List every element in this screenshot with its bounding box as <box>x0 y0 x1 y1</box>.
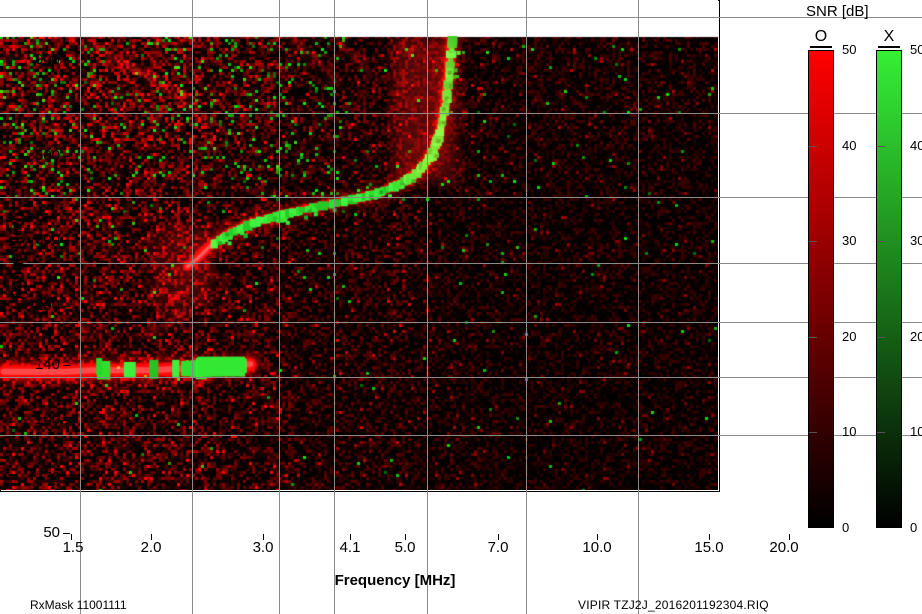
y-axis-tick-label: 50 <box>43 524 60 541</box>
colorbar-tick-label: 20 <box>842 329 857 344</box>
x-axis-tick-label: 15.0 <box>694 539 724 556</box>
y-axis-title: Range [km] <box>8 217 26 300</box>
gridline-horizontal <box>0 377 922 378</box>
gridline-vertical <box>334 0 335 614</box>
x-axis-tick <box>498 534 499 540</box>
y-axis-tick <box>63 240 70 241</box>
colorbar-tick <box>877 432 885 433</box>
footer-filename: VIPIR TZJ2J_2016201192304.RIQ <box>578 598 769 612</box>
colorbar-tick-label: 0 <box>842 520 850 535</box>
colorbar-title: SNR [dB] <box>806 3 869 20</box>
colorbar-o-letter: O <box>814 28 828 45</box>
x-axis-tick-label: 7.0 <box>487 539 509 556</box>
x-axis-tick <box>263 534 264 540</box>
y-axis-tick-label: 200 <box>34 297 60 314</box>
gridline-horizontal <box>0 17 922 18</box>
y-axis-tick <box>63 60 70 61</box>
x-axis-tick-label: 3.0 <box>252 539 274 556</box>
y-axis-tick <box>63 306 70 307</box>
colorbar-x-underline <box>878 46 900 48</box>
footer-rxmask: RxMask 11001111 <box>30 598 127 612</box>
x-axis-tick-label: 2.0 <box>140 539 162 556</box>
x-axis-tick <box>350 534 351 540</box>
x-axis-tick-label: 1.5 <box>62 539 84 556</box>
colorbar-tick-label: 10 <box>910 424 922 439</box>
colorbar-tick-label: 20 <box>910 329 922 344</box>
colorbar-tick <box>877 337 885 338</box>
y-axis-tick <box>63 420 70 421</box>
colorbar-x-gradient[interactable] <box>876 50 902 528</box>
colorbar-tick <box>809 146 817 147</box>
x-axis-tick <box>405 534 406 540</box>
colorbar-tick <box>877 241 885 242</box>
gridline-vertical <box>279 0 280 614</box>
colorbar-x-letter: X <box>883 28 895 45</box>
y-axis-tick-label: 900 <box>34 51 60 68</box>
colorbar-tick-label: 40 <box>842 138 857 153</box>
colorbar-tick-label: 50 <box>910 42 922 57</box>
gridline-horizontal <box>0 435 922 436</box>
y-axis-tick-label: 70 <box>43 469 60 486</box>
x-axis-tick <box>789 534 790 540</box>
gridline-vertical <box>638 0 639 614</box>
gridline-horizontal <box>0 197 922 198</box>
x-axis-tick-label: 20.0 <box>769 539 799 556</box>
x-axis-tick-label: 4.1 <box>339 539 361 556</box>
y-axis-tick-label: 100 <box>34 411 60 428</box>
x-axis-tick <box>709 534 710 540</box>
colorbar-tick-label: 50 <box>842 42 857 57</box>
x-axis-tick <box>151 534 152 540</box>
colorbar-tick <box>809 241 817 242</box>
x-axis-tick <box>597 534 598 540</box>
x-axis-tick-label: 10.0 <box>582 539 612 556</box>
y-axis-tick <box>63 478 70 479</box>
colorbar-tick-label: 0 <box>910 520 918 535</box>
y-axis-tick-label: 500 <box>34 147 60 164</box>
y-axis-tick-label: 140 <box>34 356 60 373</box>
colorbar-tick <box>809 337 817 338</box>
y-axis-tick <box>63 533 70 534</box>
y-axis-tick <box>63 365 70 366</box>
colorbar-o-underline <box>810 46 832 48</box>
gridline-horizontal <box>0 263 922 264</box>
ionogram-heatmap-canvas <box>0 0 718 490</box>
gridline-vertical <box>80 0 81 614</box>
gridline-vertical <box>526 0 527 614</box>
gridline-horizontal <box>0 322 922 323</box>
gridline-horizontal <box>0 113 922 114</box>
y-axis-tick-label: 300 <box>34 231 60 248</box>
colorbar-o-gradient[interactable] <box>808 50 834 528</box>
y-axis-tick <box>63 156 70 157</box>
x-axis-title: Frequency [MHz] <box>334 572 456 589</box>
colorbar-tick-label: 30 <box>842 233 857 248</box>
gridline-vertical <box>192 0 193 614</box>
colorbar-tick <box>877 146 885 147</box>
gridline-vertical <box>427 0 428 614</box>
colorbar-tick-label: 30 <box>910 233 922 248</box>
colorbar-tick-label: 40 <box>910 138 922 153</box>
x-axis-tick <box>71 534 72 540</box>
colorbar-tick <box>809 432 817 433</box>
x-axis-tick-label: 5.0 <box>394 539 416 556</box>
colorbar-tick-label: 10 <box>842 424 857 439</box>
